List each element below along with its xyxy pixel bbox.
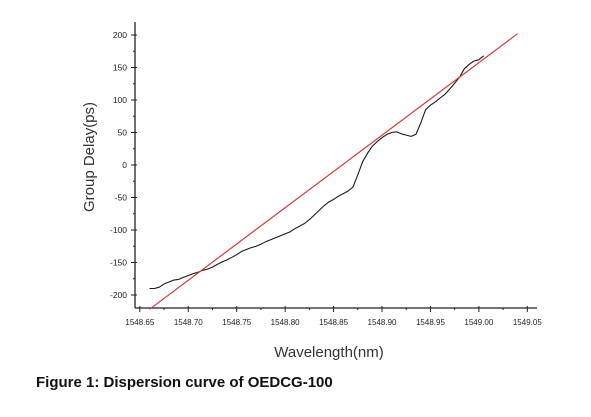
y-tick-label: 200 <box>113 30 127 40</box>
linear-fit-line <box>149 33 518 310</box>
measured-delay-line <box>149 55 485 290</box>
x-tick-label: 1548.85 <box>319 318 348 327</box>
y-tick-label: -150 <box>110 258 127 268</box>
y-tick-label: -100 <box>110 225 127 235</box>
y-axis-title: Group Delay(ps) <box>81 102 98 212</box>
y-tick-label: 0 <box>122 160 127 170</box>
ticks: -200 -150 -100 -50 0 50 100 150 200 1548.65 1548.7… <box>110 30 542 327</box>
y-tick-label: -200 <box>110 290 127 300</box>
series <box>149 33 518 310</box>
axis-labels: Wavelength(nm) Group Delay(ps) <box>81 102 384 361</box>
y-tick-label: 50 <box>118 128 128 138</box>
y-tick-label: 100 <box>113 95 127 105</box>
x-tick-label: 1548.70 <box>174 318 203 327</box>
figure-caption: Figure 1: Dispersion curve of OEDCG-100 <box>36 374 333 391</box>
x-axis-title: Wavelength(nm) <box>274 344 383 361</box>
x-tick-label: 1548.90 <box>368 318 397 327</box>
x-tick-label: 1548.65 <box>125 318 154 327</box>
y-tick-label: 150 <box>113 63 127 73</box>
x-tick-label: 1549.05 <box>513 318 542 327</box>
y-tick-label: -50 <box>115 193 128 203</box>
x-tick-label: 1548.95 <box>416 318 445 327</box>
x-tick-label: 1549.00 <box>464 318 493 327</box>
x-tick-label: 1548.80 <box>271 318 300 327</box>
x-tick-label: 1548.75 <box>222 318 251 327</box>
